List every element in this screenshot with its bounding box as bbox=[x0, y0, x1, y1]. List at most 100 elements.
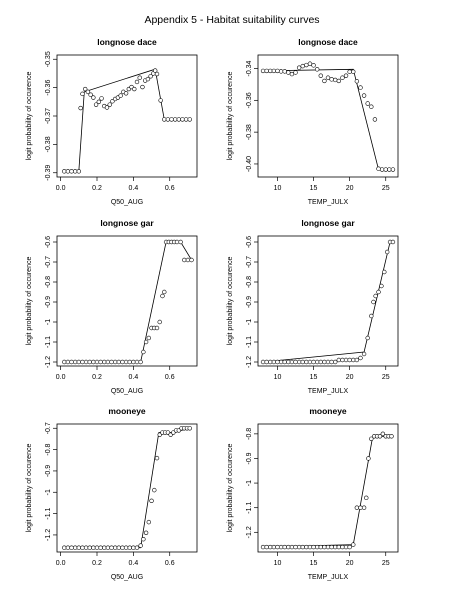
data-point bbox=[343, 73, 349, 78]
data-point bbox=[329, 359, 334, 365]
data-point bbox=[343, 544, 349, 550]
y-tick-label: -0.9 bbox=[45, 465, 52, 477]
data-point bbox=[185, 257, 191, 263]
data-point bbox=[365, 335, 370, 341]
data-point bbox=[390, 167, 396, 172]
data-point bbox=[311, 544, 316, 550]
data-point bbox=[278, 544, 284, 550]
data-point bbox=[379, 167, 385, 172]
data-point bbox=[387, 167, 392, 172]
y-tick-label: -0.8 bbox=[246, 428, 253, 440]
data-point bbox=[307, 61, 313, 66]
data-point bbox=[278, 69, 284, 74]
data-point bbox=[154, 455, 160, 461]
data-point bbox=[157, 319, 162, 325]
data-point bbox=[347, 69, 352, 74]
fitted-line bbox=[64, 241, 192, 363]
data-point bbox=[105, 359, 111, 365]
x-tick-label: 0.0 bbox=[56, 185, 66, 192]
data-point bbox=[143, 530, 149, 535]
y-axis-label: logit probability of occurence bbox=[26, 257, 33, 346]
data-point bbox=[76, 359, 82, 365]
x-tick-label: 10 bbox=[274, 374, 282, 381]
data-point bbox=[69, 359, 74, 365]
data-point bbox=[268, 359, 273, 365]
data-point bbox=[98, 359, 103, 365]
data-point bbox=[377, 434, 383, 439]
data-point bbox=[134, 545, 140, 550]
data-point bbox=[325, 359, 331, 365]
data-point bbox=[373, 293, 378, 299]
data-point bbox=[72, 545, 78, 550]
y-tick-label: -0.37 bbox=[45, 108, 52, 124]
y-axis-label: logit probability of occurence bbox=[26, 444, 33, 533]
chart-panel-2: longnose dace 10 15 20 25 -0.40 -0.38 -0.36 -0.3… bbox=[227, 37, 399, 206]
data-point bbox=[318, 359, 323, 365]
data-point bbox=[304, 62, 309, 68]
x-tick-label: 0.6 bbox=[165, 374, 175, 381]
data-point bbox=[98, 545, 103, 550]
x-tick-label: 0.0 bbox=[56, 374, 66, 381]
data-point bbox=[354, 505, 360, 510]
data-point bbox=[275, 544, 280, 550]
data-point bbox=[146, 335, 152, 341]
data-point bbox=[293, 359, 298, 365]
data-point bbox=[322, 544, 327, 550]
data-point bbox=[65, 169, 71, 174]
data-point bbox=[123, 359, 129, 365]
data-point bbox=[296, 359, 302, 365]
plot-frame bbox=[257, 423, 399, 553]
data-point bbox=[322, 78, 327, 84]
page-title: Appendix 5 - Habitat suitability curves bbox=[144, 14, 320, 26]
plot-frame bbox=[56, 423, 198, 553]
y-tick-label: -0.9 bbox=[246, 452, 253, 464]
x-tick-label: 25 bbox=[382, 374, 390, 381]
data-point bbox=[369, 104, 374, 109]
data-point bbox=[260, 359, 266, 365]
data-point bbox=[340, 75, 345, 80]
data-point bbox=[293, 70, 298, 75]
data-point bbox=[322, 359, 327, 365]
data-point bbox=[336, 544, 342, 550]
data-point bbox=[318, 73, 323, 78]
x-axis-label: Q50_AUG bbox=[111, 199, 143, 206]
data-point bbox=[366, 456, 371, 461]
fitted-line bbox=[263, 435, 392, 548]
data-point bbox=[105, 545, 111, 550]
data-point bbox=[372, 117, 378, 122]
y-tick-label: -1.1 bbox=[246, 502, 253, 514]
x-tick-label: 20 bbox=[346, 185, 354, 192]
data-point bbox=[65, 545, 71, 550]
data-point bbox=[314, 67, 320, 72]
data-point bbox=[102, 359, 107, 365]
data-point bbox=[390, 239, 396, 245]
data-point bbox=[134, 359, 140, 365]
data-point bbox=[174, 239, 180, 245]
y-tick-label: -0.9 bbox=[45, 296, 52, 308]
x-tick-label: 0.2 bbox=[92, 185, 102, 192]
data-point bbox=[82, 86, 88, 92]
data-point bbox=[116, 359, 122, 365]
data-point bbox=[336, 78, 342, 84]
data-point bbox=[268, 544, 273, 550]
data-point bbox=[333, 77, 338, 83]
data-point bbox=[318, 544, 323, 550]
x-tick-label: 0.6 bbox=[165, 185, 175, 192]
x-tick-label: 15 bbox=[310, 185, 318, 192]
y-axis-label: logit probability of occurence bbox=[227, 72, 234, 161]
data-point bbox=[149, 498, 154, 503]
data-point bbox=[187, 117, 192, 122]
data-point bbox=[148, 74, 153, 79]
y-axis-label: logit probability of occurence bbox=[227, 257, 234, 346]
data-point bbox=[80, 91, 85, 97]
data-point bbox=[382, 269, 387, 275]
data-point bbox=[102, 545, 107, 550]
y-tick-label: -1 bbox=[246, 480, 253, 486]
x-tick-label: 10 bbox=[274, 560, 282, 567]
data-point bbox=[347, 544, 352, 550]
data-point bbox=[329, 544, 334, 550]
data-point bbox=[138, 359, 143, 365]
chart-title: mooneye bbox=[108, 406, 146, 416]
data-point bbox=[304, 544, 309, 550]
data-point bbox=[361, 505, 367, 510]
